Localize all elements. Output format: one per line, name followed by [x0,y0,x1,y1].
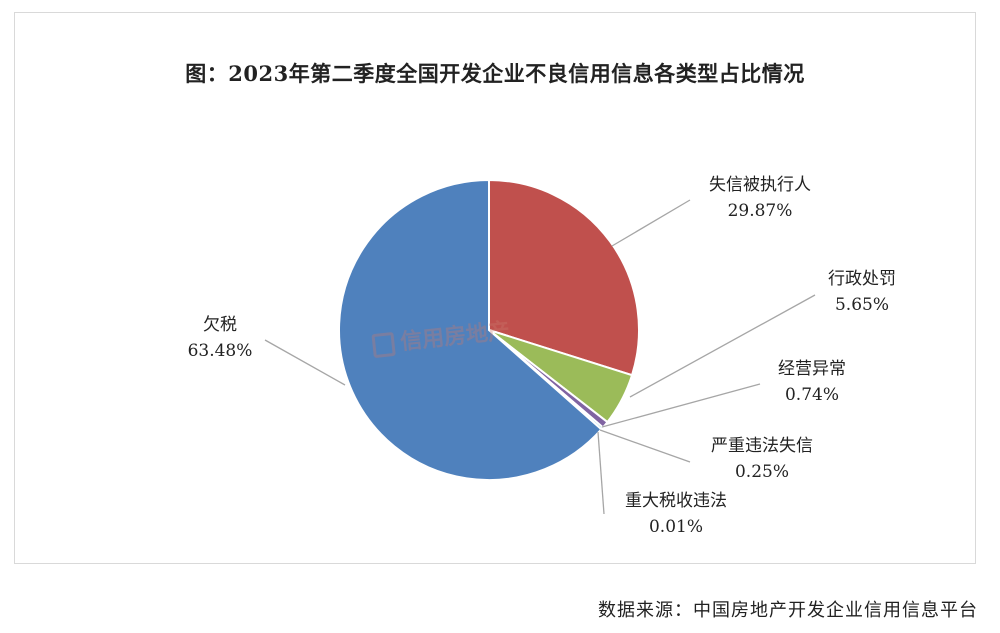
data-source-note: 数据来源：中国房地产开发企业信用信息平台 [598,600,978,621]
slice-label-name-5: 欠税 [203,315,237,335]
pie-slice-5 [338,178,603,481]
pie-slice-0 [488,178,640,377]
slice-label-name-0: 失信被执行人 [709,175,811,195]
leader-line-5 [264,339,346,386]
leader-line-4 [597,431,605,515]
slice-label-value-2: 0.74% [785,385,839,405]
slice-label-value-4: 0.01% [649,517,703,537]
slice-label-value-3: 0.25% [735,462,789,482]
slice-label-value-0: 29.87% [728,201,793,221]
chart-title: 图：2023年第二季度全国开发企业不良信用信息各类型占比情况 [185,61,805,86]
leader-line-2 [601,383,761,428]
slice-label-value-1: 5.65% [835,295,889,315]
slice-label-name-1: 行政处罚 [828,269,896,289]
leader-line-1 [629,294,816,398]
watermark-icon [371,331,396,359]
slice-label-name-4: 重大税收违法 [625,491,727,511]
slice-label-name-3: 严重违法失信 [711,436,813,456]
leader-line-3 [599,429,691,463]
slice-label-value-5: 63.48% [188,341,253,361]
slice-label-name-2: 经营异常 [778,359,846,379]
leader-line-0 [611,199,691,247]
